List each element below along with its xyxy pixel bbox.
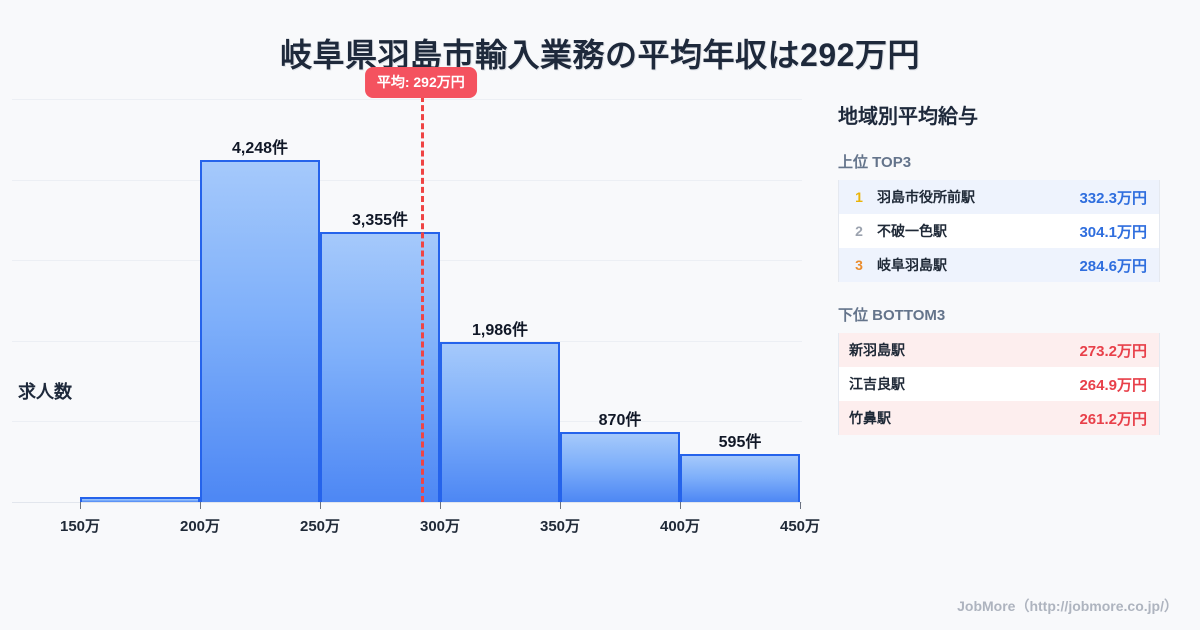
footer-attribution: JobMore（http://jobmore.co.jp/） bbox=[957, 598, 1178, 614]
histogram-bar bbox=[320, 231, 440, 502]
bar-value-label: 870件 bbox=[598, 411, 642, 429]
top3-row[interactable]: 1 羽島市役所前駅 332.3万円 bbox=[839, 180, 1159, 214]
salary-value: 273.2万円 bbox=[1079, 342, 1147, 360]
rank-number: 1 bbox=[855, 189, 863, 205]
top3-row[interactable]: 2 不破一色駅 304.1万円 bbox=[839, 214, 1159, 248]
gridline bbox=[12, 179, 802, 181]
x-axis-tick-label: 450万 bbox=[779, 518, 821, 535]
bottom3-table: 新羽島駅 273.2万円江吉良駅 264.9万円竹鼻駅 261.2万円 bbox=[838, 333, 1160, 435]
station-name: 江吉良駅 bbox=[849, 376, 905, 392]
station-name: 竹鼻駅 bbox=[849, 410, 891, 426]
x-axis-tick bbox=[560, 502, 561, 509]
y-axis-title: 求人数 bbox=[18, 382, 72, 402]
bottom3-row[interactable]: 江吉良駅 264.9万円 bbox=[839, 367, 1159, 401]
plot-area: 4,248件 3,355件 1,986件 870件 595件 150万 200万 250万 30… bbox=[12, 67, 820, 535]
x-axis-line bbox=[12, 502, 802, 503]
x-axis-tick-label: 400万 bbox=[659, 518, 701, 535]
bar-value-label: 595件 bbox=[718, 434, 762, 452]
station-name: 不破一色駅 bbox=[877, 223, 947, 239]
salary-value: 261.2万円 bbox=[1079, 410, 1147, 428]
bar-value-label: 3,355件 bbox=[351, 211, 409, 229]
x-axis-tick bbox=[800, 502, 801, 509]
x-axis-tick bbox=[680, 502, 681, 509]
histogram-bar bbox=[200, 159, 320, 502]
region-salary-panel: 地域別平均給与 上位 TOP3 1 羽島市役所前駅 332.3万円 2 不破一色駅 304… bbox=[838, 100, 1168, 457]
histogram-bar bbox=[680, 454, 800, 502]
bottom3-row[interactable]: 竹鼻駅 261.2万円 bbox=[839, 401, 1159, 435]
salary-value: 284.6万円 bbox=[1079, 257, 1147, 275]
bar-value-label: 4,248件 bbox=[231, 139, 289, 157]
x-axis-tick-label: 250万 bbox=[299, 518, 341, 535]
x-axis-tick bbox=[80, 502, 81, 509]
rank-number: 3 bbox=[855, 257, 863, 273]
average-line bbox=[420, 96, 424, 502]
top3-table: 1 羽島市役所前駅 332.3万円 2 不破一色駅 304.1万円 3 岐阜羽島駅 284.6万… bbox=[838, 180, 1160, 282]
page-title: 岐阜県羽島市輸入業務の平均年収は292万円 bbox=[280, 37, 920, 73]
station-name: 岐阜羽島駅 bbox=[877, 257, 947, 273]
bar-value-label: 1,986件 bbox=[471, 321, 529, 339]
panel-title: 地域別平均給与 bbox=[838, 106, 978, 128]
salary-value: 304.1万円 bbox=[1079, 223, 1147, 241]
station-name: 羽島市役所前駅 bbox=[877, 189, 975, 205]
top3-row[interactable]: 3 岐阜羽島駅 284.6万円 bbox=[839, 248, 1159, 282]
histogram-bar bbox=[560, 431, 680, 502]
top3-heading: 上位 TOP3 bbox=[838, 154, 912, 171]
histogram-bar bbox=[80, 497, 200, 502]
station-name: 新羽島駅 bbox=[849, 342, 905, 358]
bottom3-heading: 下位 BOTTOM3 bbox=[838, 307, 946, 324]
average-badge: 平均: 292万円 bbox=[364, 67, 477, 98]
x-axis-tick-label: 150万 bbox=[59, 518, 101, 535]
x-axis-tick bbox=[440, 502, 441, 509]
x-axis-tick-label: 200万 bbox=[179, 518, 221, 535]
x-axis-tick-label: 300万 bbox=[419, 518, 461, 535]
histogram-bar bbox=[440, 341, 560, 502]
bottom3-row[interactable]: 新羽島駅 273.2万円 bbox=[839, 333, 1159, 367]
gridline bbox=[12, 99, 802, 100]
histogram-chart: 求人数 4,248件 3,355件 1,986件 870件 595件 150万 200万 25… bbox=[0, 67, 830, 560]
salary-value: 264.9万円 bbox=[1079, 376, 1147, 394]
rank-number: 2 bbox=[855, 223, 863, 239]
x-axis-tick bbox=[200, 502, 201, 509]
salary-value: 332.3万円 bbox=[1079, 189, 1147, 207]
x-axis-tick bbox=[320, 502, 321, 509]
x-axis-tick-label: 350万 bbox=[539, 518, 581, 535]
